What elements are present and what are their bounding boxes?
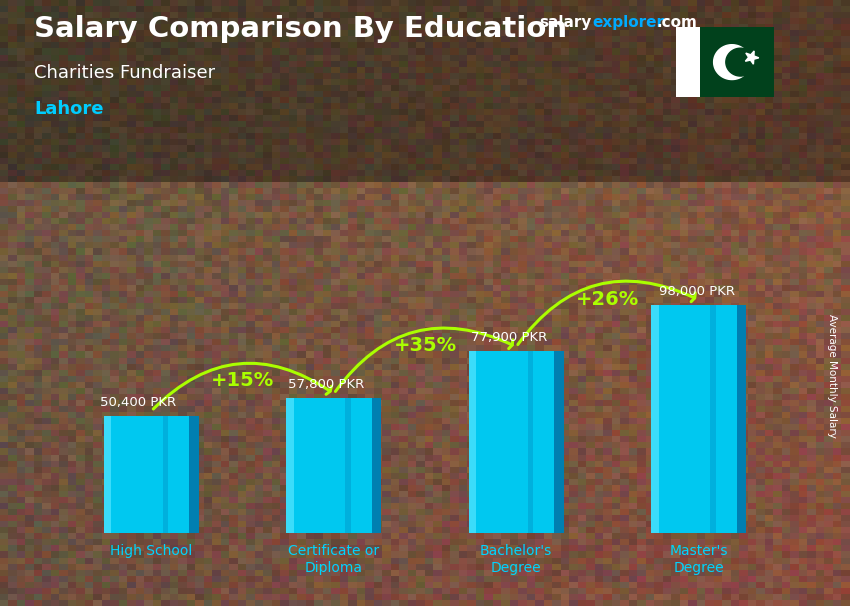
Text: 77,900 PKR: 77,900 PKR <box>471 331 547 344</box>
Bar <box>676 27 700 97</box>
Polygon shape <box>726 48 755 76</box>
Bar <box>162 416 168 533</box>
Text: +15%: +15% <box>211 371 275 390</box>
Text: Lahore: Lahore <box>34 100 104 118</box>
Bar <box>371 398 381 533</box>
Bar <box>469 351 564 533</box>
Bar <box>104 416 199 533</box>
Text: explorer: explorer <box>592 15 665 30</box>
Text: Charities Fundraiser: Charities Fundraiser <box>34 64 215 82</box>
Text: +26%: +26% <box>575 290 639 310</box>
Text: salary: salary <box>540 15 592 30</box>
Bar <box>286 398 381 533</box>
Text: 57,800 PKR: 57,800 PKR <box>288 378 365 391</box>
Bar <box>469 351 476 533</box>
Text: Salary Comparison By Education: Salary Comparison By Education <box>34 15 567 43</box>
Text: .com: .com <box>656 15 697 30</box>
Polygon shape <box>745 51 759 64</box>
Bar <box>700 27 774 97</box>
Bar <box>651 305 746 533</box>
Bar <box>737 305 746 533</box>
Bar <box>345 398 351 533</box>
Text: +35%: +35% <box>394 336 456 355</box>
Polygon shape <box>714 45 751 79</box>
Bar <box>554 351 564 533</box>
Bar <box>651 305 659 533</box>
Bar <box>286 398 294 533</box>
Bar <box>190 416 199 533</box>
Text: 50,400 PKR: 50,400 PKR <box>100 396 177 408</box>
Text: Average Monthly Salary: Average Monthly Salary <box>827 314 837 438</box>
Bar <box>710 305 716 533</box>
Text: 98,000 PKR: 98,000 PKR <box>659 285 734 298</box>
Bar <box>528 351 533 533</box>
Bar <box>104 416 111 533</box>
